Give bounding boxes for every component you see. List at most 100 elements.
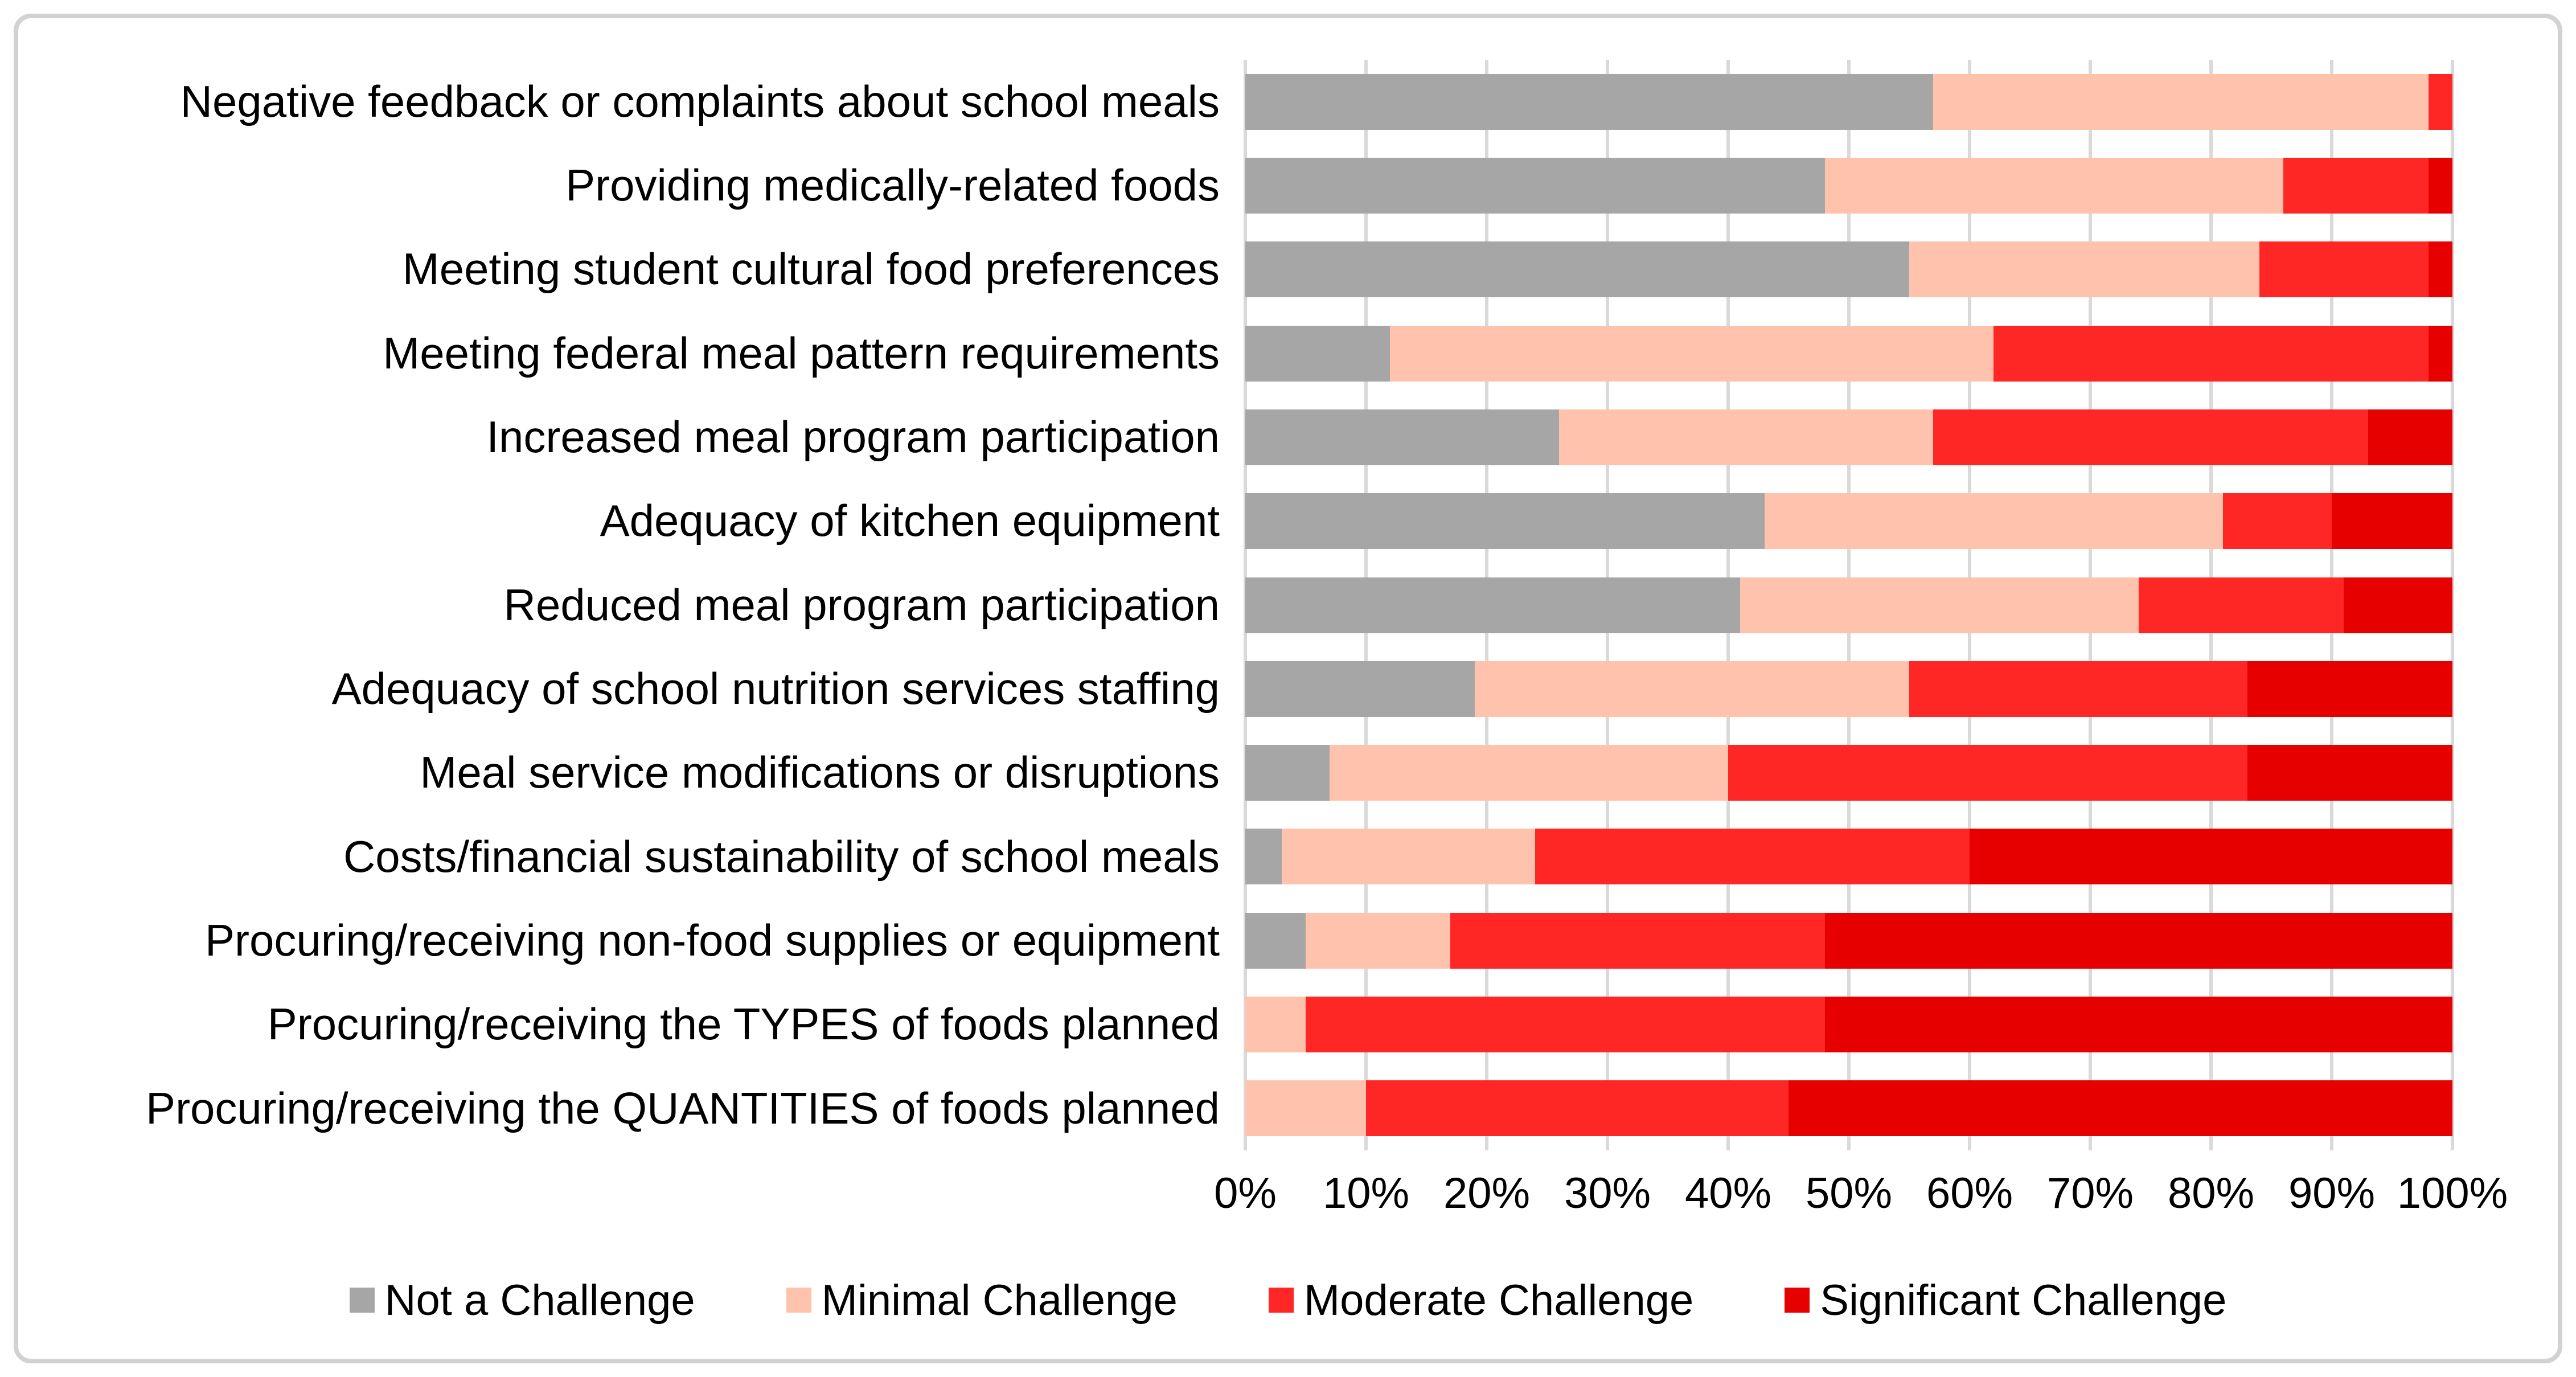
stacked-bar <box>1245 829 2452 885</box>
stacked-bar <box>1245 1080 2452 1137</box>
category-label: Procuring/receiving non-food supplies or… <box>204 915 1220 965</box>
bar-row <box>1245 395 2452 479</box>
bar-segment-not-a-challenge <box>1245 157 1825 214</box>
legend: Not a Challenge Minimal Challenge Moderate… <box>0 1263 2576 1337</box>
bar-row <box>1245 647 2452 731</box>
bar-segment-not-a-challenge <box>1245 493 1765 550</box>
bar-row <box>1245 563 2452 647</box>
bar-segment-significant-challenge <box>2344 577 2452 633</box>
bar-segment-minimal-challenge <box>1824 157 2284 214</box>
x-tick-label: 0% <box>1214 1169 1277 1218</box>
category-label-row: Meeting student cultural food preference… <box>28 228 1220 312</box>
bar-row <box>1245 228 2452 312</box>
legend-item-moderate-challenge: Moderate Challenge <box>1268 1276 1694 1325</box>
stacked-bar <box>1245 577 2452 633</box>
category-label: Increased meal program participation <box>486 412 1220 462</box>
bar-row <box>1245 815 2452 899</box>
bar-segment-significant-challenge <box>1824 997 2452 1053</box>
bar-segment-moderate-challenge <box>1366 1080 1789 1137</box>
gridline <box>2451 60 2454 1150</box>
legend-label: Significant Challenge <box>1820 1276 2227 1325</box>
bar-segment-minimal-challenge <box>1474 661 1909 717</box>
legend-swatch-significant-challenge <box>1785 1288 1810 1313</box>
category-label: Meeting student cultural food preference… <box>402 244 1220 294</box>
stacked-bar <box>1245 409 2452 465</box>
bar-segment-not-a-challenge <box>1245 325 1390 382</box>
bar-segment-significant-challenge <box>2368 409 2452 465</box>
category-label: Procuring/receiving the QUANTITIES of fo… <box>146 1083 1220 1133</box>
bar-row <box>1245 312 2452 395</box>
legend-label: Minimal Challenge <box>821 1276 1178 1325</box>
bar-segment-moderate-challenge <box>1933 409 2368 465</box>
category-label: Adequacy of kitchen equipment <box>600 495 1220 546</box>
bar-row <box>1245 1067 2452 1150</box>
stacked-bar <box>1245 325 2452 382</box>
bar-segment-significant-challenge <box>2428 325 2452 382</box>
category-label: Meeting federal meal pattern requirement… <box>383 327 1220 378</box>
legend-swatch-moderate-challenge <box>1268 1288 1294 1313</box>
stacked-bar <box>1245 493 2452 550</box>
x-tick-label: 40% <box>1684 1169 1772 1218</box>
bar-segment-moderate-challenge <box>1909 661 2247 717</box>
bar-segment-moderate-challenge <box>2259 241 2429 298</box>
bar-segment-minimal-challenge <box>1909 241 2259 298</box>
bar-segment-moderate-challenge <box>2428 73 2452 130</box>
x-tick-label: 80% <box>2167 1169 2255 1218</box>
x-tick-label: 30% <box>1564 1169 1651 1218</box>
plot-area <box>1244 60 2454 1150</box>
category-label: Costs/financial sustainability of school… <box>343 831 1220 882</box>
bar-segment-not-a-challenge <box>1245 829 1282 885</box>
legend-item-not-a-challenge: Not a Challenge <box>349 1276 695 1325</box>
stacked-bar <box>1245 661 2452 717</box>
stacked-bar <box>1245 241 2452 298</box>
bar-segment-minimal-challenge <box>1559 409 1934 465</box>
bar-segment-minimal-challenge <box>1330 745 1728 801</box>
bar-rows-layer <box>1245 60 2452 1150</box>
bar-segment-significant-challenge <box>2428 157 2452 214</box>
bar-segment-not-a-challenge <box>1245 409 1560 465</box>
stacked-bar <box>1245 73 2452 130</box>
x-tick-label: 70% <box>2046 1169 2134 1218</box>
category-label-row: Adequacy of school nutrition services st… <box>28 647 1220 731</box>
x-axis-ticks: 0% 10% 20% 30% 40% 50% 60% 70% 80% 90% 100% <box>1214 1169 2508 1226</box>
bar-segment-minimal-challenge <box>1245 997 1306 1053</box>
bar-segment-moderate-challenge <box>1993 325 2429 382</box>
category-label-row: Meeting federal meal pattern requirement… <box>28 312 1220 395</box>
legend-swatch-minimal-challenge <box>786 1288 811 1313</box>
legend-label: Moderate Challenge <box>1303 1276 1694 1325</box>
bar-segment-not-a-challenge <box>1245 241 1909 298</box>
legend-item-minimal-challenge: Minimal Challenge <box>786 1276 1178 1325</box>
bar-segment-not-a-challenge <box>1245 912 1306 969</box>
stacked-bar <box>1245 912 2452 969</box>
bar-segment-significant-challenge <box>1969 829 2452 885</box>
bar-segment-significant-challenge <box>2247 661 2452 717</box>
bar-row <box>1245 982 2452 1066</box>
chart-frame-border <box>14 14 2562 1363</box>
bar-row <box>1245 731 2452 815</box>
x-tick-label: 60% <box>1926 1169 2013 1218</box>
bar-segment-not-a-challenge <box>1245 577 1741 633</box>
bar-segment-significant-challenge <box>2331 493 2452 550</box>
legend-label: Not a Challenge <box>384 1276 695 1325</box>
bar-segment-moderate-challenge <box>2223 493 2332 550</box>
bar-segment-minimal-challenge <box>1933 73 2429 130</box>
bar-segment-minimal-challenge <box>1281 829 1535 885</box>
bar-segment-minimal-challenge <box>1245 1080 1366 1137</box>
category-label: Adequacy of school nutrition services st… <box>331 663 1220 714</box>
bar-segment-moderate-challenge <box>2283 157 2429 214</box>
bar-segment-moderate-challenge <box>1450 912 1825 969</box>
bar-segment-significant-challenge <box>2428 241 2452 298</box>
bar-row <box>1245 899 2452 982</box>
bar-segment-minimal-challenge <box>1306 912 1451 969</box>
category-label: Procuring/receiving the TYPES of foods p… <box>267 999 1220 1050</box>
x-tick-label: 50% <box>1805 1169 1893 1218</box>
bar-row <box>1245 60 2452 144</box>
bar-segment-not-a-challenge <box>1245 745 1330 801</box>
bar-segment-significant-challenge <box>1789 1080 2452 1137</box>
stacked-bar <box>1245 745 2452 801</box>
bar-segment-moderate-challenge <box>1535 829 1970 885</box>
category-label: Providing medically-related foods <box>565 160 1220 211</box>
category-axis: Negative feedback or complaints about sc… <box>28 60 1220 1150</box>
bar-row <box>1245 144 2452 227</box>
stacked-bar <box>1245 997 2452 1053</box>
